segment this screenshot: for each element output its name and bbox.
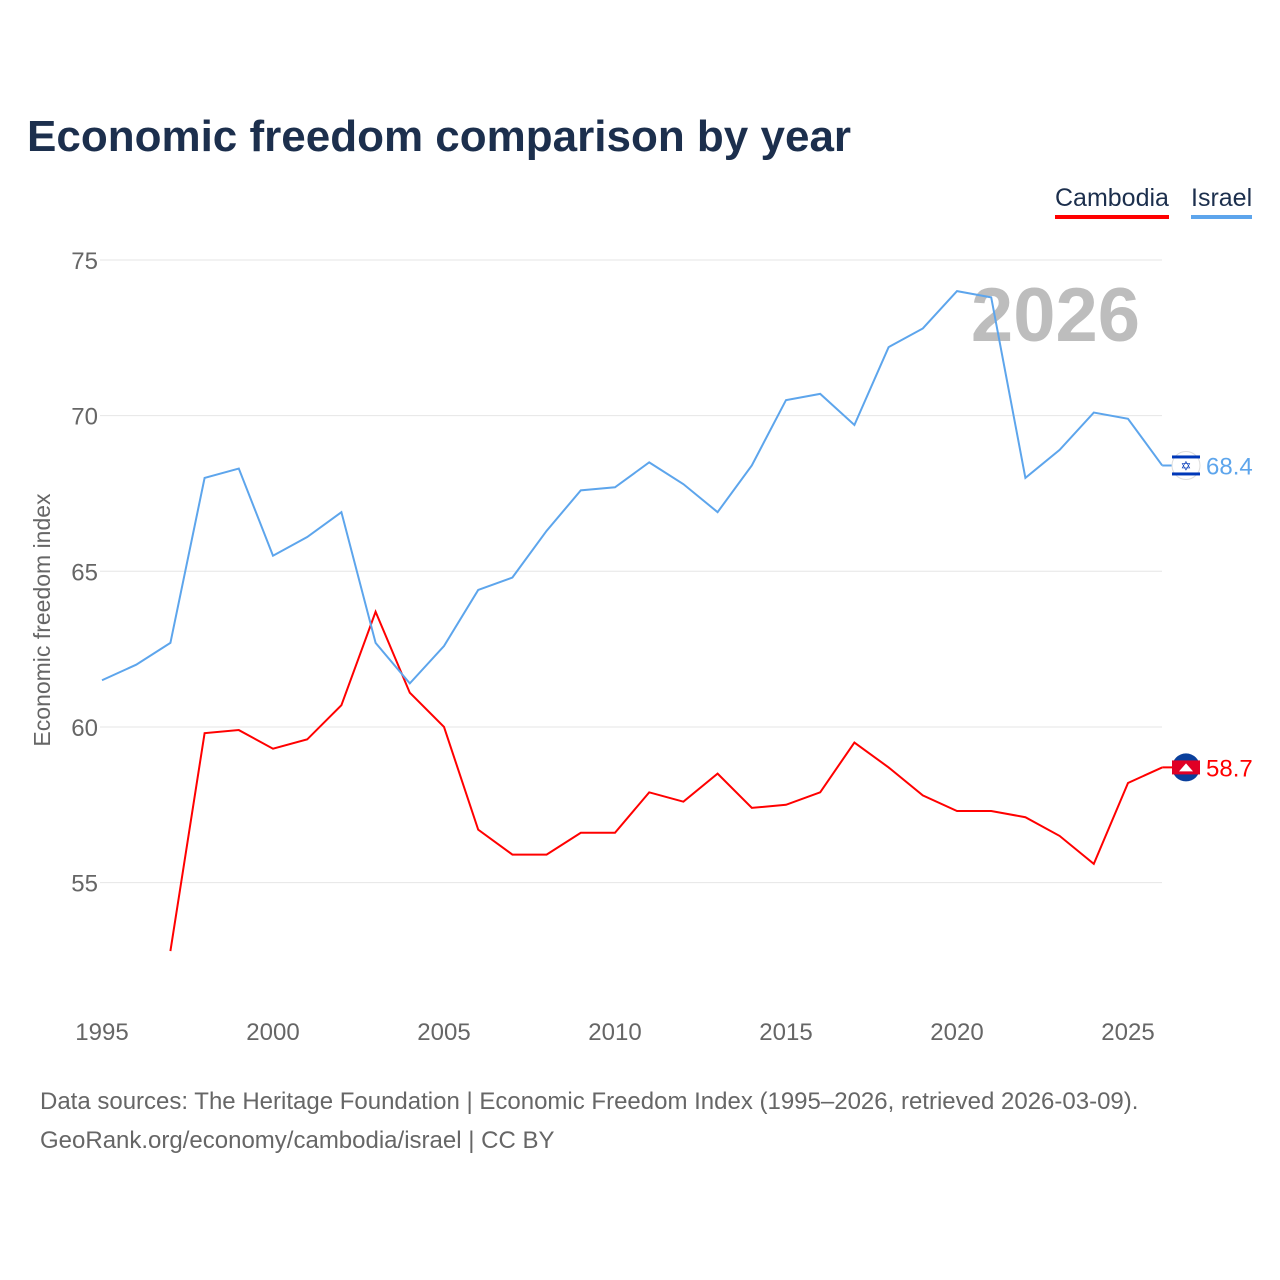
x-tick-label: 2015 (759, 1019, 812, 1046)
end-value-label-israel: 68.4 (1206, 453, 1253, 480)
end-value-label-cambodia: 58.7 (1206, 755, 1253, 782)
star-of-david-icon: ✡ (1181, 458, 1192, 473)
source-line-2: GeoRank.org/economy/cambodia/israel | CC… (40, 1127, 555, 1154)
x-tick-label: 2010 (588, 1019, 641, 1046)
x-tick-label: 2005 (417, 1019, 470, 1046)
x-tick-label: 2025 (1101, 1019, 1154, 1046)
x-tick-label: 2000 (246, 1019, 299, 1046)
legend-cambodia[interactable]: Cambodia (1055, 184, 1169, 219)
x-tick-label: 2020 (930, 1019, 983, 1046)
y-tick-label: 65 (71, 559, 98, 586)
year-watermark: 2026 (971, 273, 1140, 358)
y-axis-label: Economic freedom index (29, 493, 55, 747)
y-tick-label: 60 (71, 715, 98, 742)
y-tick-label: 55 (71, 871, 98, 898)
israel-flag-stripe (1172, 455, 1200, 459)
israel-flag-stripe (1172, 472, 1200, 476)
source-line-1: Data sources: The Heritage Foundation | … (40, 1088, 1139, 1115)
series-line-cambodia (169, 609, 1163, 952)
y-tick-label: 75 (71, 248, 98, 275)
legend-israel[interactable]: Israel (1191, 184, 1253, 219)
series-line-israel (101, 290, 1164, 685)
y-tick-label: 70 (71, 404, 98, 431)
cambodia-temple-icon (1179, 763, 1193, 772)
chart-title: Economic freedom comparison by year (27, 112, 852, 161)
x-tick-label: 1995 (75, 1019, 128, 1046)
